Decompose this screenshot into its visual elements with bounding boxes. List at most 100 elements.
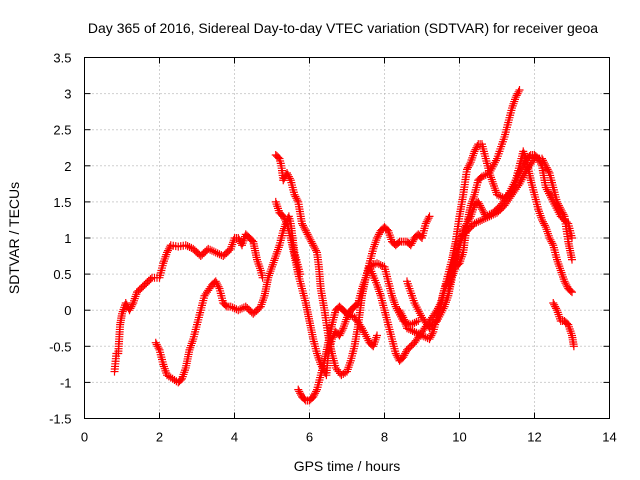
data-point: [344, 310, 353, 319]
data-point: [506, 186, 515, 195]
data-point: [470, 219, 479, 228]
series-track-2: [151, 212, 305, 387]
data-point: [311, 244, 320, 253]
data-point: [181, 241, 190, 250]
data-point: [209, 247, 218, 256]
data-point: [545, 234, 554, 242]
data-point: [307, 237, 316, 246]
data-point: [476, 201, 485, 210]
data-point: [410, 298, 419, 307]
data-point: [400, 351, 409, 360]
data-point: [463, 219, 471, 228]
data-point: [504, 190, 513, 199]
series-track-9: [444, 150, 576, 293]
data-point: [461, 223, 470, 232]
data-point: [335, 331, 344, 340]
data-point: [303, 230, 312, 239]
y-tick-label: 1: [64, 231, 71, 246]
x-tick-label: 12: [527, 430, 541, 445]
data-point: [373, 234, 381, 242]
data-point: [544, 189, 553, 198]
data-point: [411, 301, 420, 310]
data-point: [518, 163, 527, 172]
y-tick-label: 2: [64, 159, 71, 174]
data-point: [474, 197, 483, 206]
data-point: [426, 333, 435, 342]
data-point: [418, 331, 426, 340]
data-point: [554, 208, 563, 217]
data-point: [165, 243, 174, 252]
data-point: [513, 172, 522, 181]
data-point: [538, 215, 546, 224]
data-point: [291, 192, 300, 201]
data-point: [163, 246, 172, 255]
data-point: [548, 195, 557, 204]
data-point: [296, 389, 305, 398]
data-point: [206, 245, 215, 254]
data-point: [228, 303, 237, 312]
data-point: [423, 215, 432, 224]
data-point: [412, 303, 421, 312]
data-point: [407, 239, 416, 248]
data-point: [568, 255, 576, 264]
x-tick-label: 0: [81, 430, 88, 445]
data-point: [512, 91, 521, 100]
series-track-1: [110, 230, 267, 376]
data-point: [428, 329, 437, 338]
x-tick-labels: 0 2 4 6 8 10 12 14: [81, 430, 617, 445]
data-point: [236, 305, 245, 314]
data-point: [404, 325, 413, 334]
data-point: [128, 300, 137, 309]
data-point: [295, 387, 304, 396]
data-point: [308, 239, 317, 248]
data-point: [547, 193, 556, 202]
y-tick-label: -0.5: [49, 339, 71, 354]
data-point: [396, 308, 405, 317]
data-point: [538, 217, 547, 226]
data-point: [464, 215, 473, 224]
data-point: [421, 219, 430, 228]
y-tick-label: 3: [64, 87, 71, 102]
data-point: [280, 214, 289, 223]
data-point: [520, 159, 529, 168]
data-point: [476, 216, 485, 225]
data-point: [208, 246, 216, 255]
data-point: [358, 324, 366, 333]
data-point: [226, 302, 235, 311]
data-point: [300, 224, 309, 233]
data-point: [335, 369, 344, 378]
data-point: [474, 217, 483, 226]
data-point: [471, 145, 480, 154]
data-point: [475, 199, 484, 208]
data-point: [521, 158, 530, 167]
data-point: [509, 180, 518, 189]
data-point: [534, 154, 543, 163]
data-point: [507, 184, 516, 193]
data-point: [312, 246, 321, 255]
data-point: [465, 214, 474, 223]
data-point: [279, 212, 288, 221]
data-point: [185, 243, 194, 252]
data-point: [248, 236, 256, 245]
data-point: [305, 234, 314, 242]
data-point: [465, 159, 474, 168]
data-point: [481, 212, 490, 221]
data-point: [363, 334, 372, 343]
data-point: [285, 174, 294, 183]
data-point: [548, 239, 557, 248]
x-tick-label: 4: [231, 430, 238, 445]
data-point: [478, 172, 486, 181]
data-point: [376, 261, 385, 270]
data-point: [391, 349, 400, 358]
data-point: [383, 225, 391, 234]
data-point: [299, 223, 308, 232]
data-point: [549, 298, 558, 307]
data-point: [485, 210, 494, 219]
data-point: [401, 349, 410, 358]
data-point: [373, 232, 382, 241]
data-point: [283, 169, 291, 178]
data-point: [127, 302, 136, 311]
data-point: [568, 234, 576, 242]
data-point: [463, 217, 472, 226]
data-point: [126, 304, 135, 313]
